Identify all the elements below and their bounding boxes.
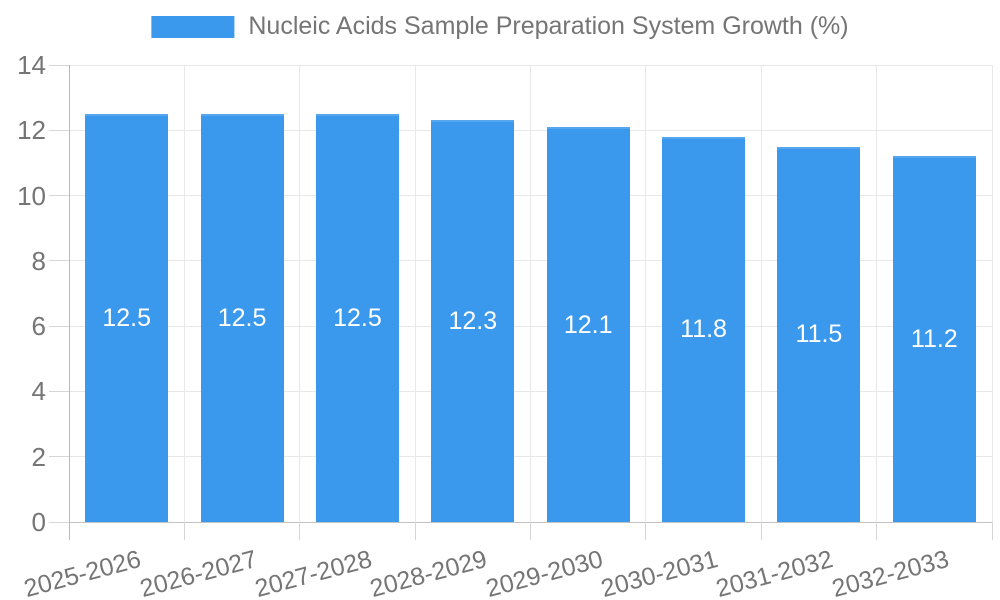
y-axis-tick: [49, 260, 69, 262]
y-axis-tick-label: 2: [31, 441, 46, 472]
bar-2025-2026: [85, 113, 169, 522]
x-axis-category-label: 2027-2028: [251, 545, 375, 600]
y-axis-tick-label: 10: [17, 180, 46, 211]
gridline-vertical: [760, 65, 762, 522]
x-axis-tick: [876, 522, 878, 540]
gridline-vertical: [876, 65, 878, 522]
x-axis-category-label: 2026-2027: [136, 545, 260, 600]
bar-value-label: 12.5: [217, 303, 267, 332]
x-axis-tick: [530, 522, 531, 540]
bar-2031-2032: [777, 146, 861, 522]
x-axis-category-label: 2032-2033: [828, 545, 952, 600]
bar-value-label: 12.1: [563, 310, 613, 339]
gridline-vertical: [299, 65, 301, 522]
y-axis-tick: [49, 456, 69, 458]
y-axis-tick: [49, 390, 69, 392]
bar-2026-2027: [200, 113, 284, 522]
bar-2027-2028: [315, 113, 399, 522]
gridline-vertical: [183, 65, 185, 522]
gridline-vertical: [645, 65, 647, 522]
y-axis-tick-label: 4: [31, 376, 46, 407]
y-axis-tick-label: 8: [31, 245, 46, 276]
y-axis-tick: [49, 64, 69, 66]
x-axis-tick: [299, 522, 301, 540]
y-axis-tick-label: 6: [31, 311, 46, 342]
bar-2030-2031: [662, 136, 746, 522]
gridline-vertical: [414, 65, 416, 522]
y-axis-line: [68, 65, 70, 522]
y-axis-tick: [49, 129, 69, 131]
bar-value-label: 12.5: [102, 303, 152, 332]
x-axis-tick: [645, 522, 647, 540]
legend-item[interactable]: Nucleic Acids Sample Preparation System …: [151, 12, 849, 41]
bar-value-label: 11.8: [680, 315, 727, 344]
x-axis-category-label: 2030-2031: [598, 545, 721, 600]
chart-legend: Nucleic Acids Sample Preparation System …: [151, 12, 849, 41]
x-axis-category-label: 2025-2026: [21, 545, 144, 600]
bar-value-label: 12.3: [448, 307, 498, 336]
y-axis-tick-label: 0: [31, 507, 46, 537]
y-axis-tick-label: 14: [17, 50, 46, 80]
gridline-vertical: [991, 65, 993, 522]
x-axis-category-label: 2029-2030: [482, 545, 606, 600]
legend-label: Nucleic Acids Sample Preparation System …: [248, 12, 849, 40]
x-axis-category-label: 2028-2029: [367, 545, 491, 600]
y-axis-tick: [49, 521, 69, 523]
x-axis-tick: [414, 522, 416, 540]
bar-2032-2033: [892, 156, 976, 522]
bar-value-label: 11.2: [910, 325, 958, 354]
x-axis-tick: [183, 522, 185, 540]
x-axis-tick: [68, 522, 70, 540]
bar-value-label: 12.5: [333, 303, 382, 332]
x-axis-category-label: 2031-2032: [713, 545, 837, 600]
x-axis-tick: [760, 522, 762, 540]
legend-swatch: [151, 15, 235, 38]
x-axis-tick: [991, 522, 993, 540]
y-axis-tick-label: 12: [17, 115, 46, 146]
bar-value-label: 11.5: [795, 320, 843, 349]
y-axis-tick: [49, 325, 69, 327]
bar-2028-2029: [431, 120, 515, 522]
y-axis-tick: [49, 195, 69, 197]
gridline-vertical: [530, 65, 531, 522]
bar-2029-2030: [546, 127, 630, 522]
